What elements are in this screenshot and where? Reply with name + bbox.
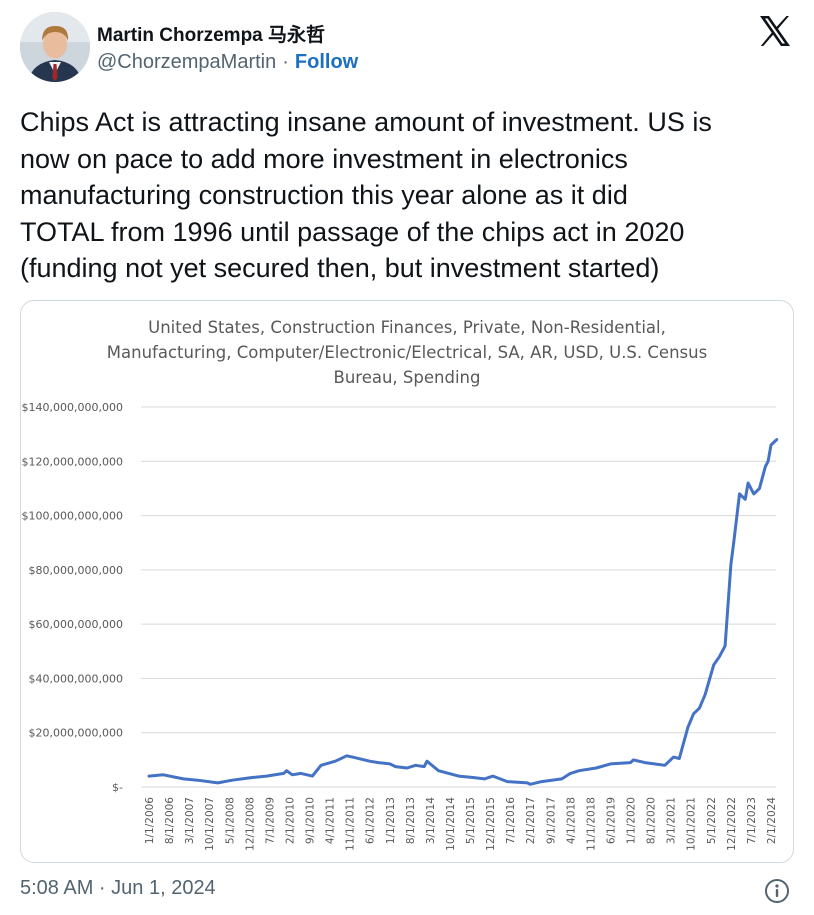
y-tick-label: $60,000,000,000 <box>29 618 123 631</box>
y-tick-label: $80,000,000,000 <box>29 564 123 577</box>
y-tick-label: $140,000,000,000 <box>22 401 123 414</box>
x-tick-label: 10/1/2014 <box>445 797 457 851</box>
follow-button[interactable]: Follow <box>294 51 359 73</box>
x-tick-label: 7/1/2023 <box>746 797 758 844</box>
timestamp[interactable]: 5:08 AM · Jun 1, 2024 <box>20 877 216 899</box>
x-tick-label: 12/1/2008 <box>244 797 256 851</box>
y-tick-label: $20,000,000,000 <box>29 727 123 740</box>
display-name[interactable]: Martin Chorzempa 马永哲 <box>97 25 326 46</box>
x-tick-label: 3/1/2021 <box>666 797 678 844</box>
x-tick-label: 2/1/2010 <box>284 797 296 844</box>
x-tick-label: 4/1/2018 <box>565 797 577 844</box>
x-tick-label: 5/1/2022 <box>706 797 718 844</box>
x-tick-label: 11/1/2011 <box>345 797 357 851</box>
series-line <box>147 438 779 786</box>
x-tick-label: 7/1/2009 <box>264 797 276 844</box>
x-tick-label: 6/1/2012 <box>365 797 377 844</box>
x-tick-label: 3/1/2014 <box>425 797 437 844</box>
y-tick-label: $40,000,000,000 <box>29 672 123 685</box>
y-tick-label: $120,000,000,000 <box>22 455 123 468</box>
x-tick-label: 2/1/2017 <box>525 797 537 844</box>
handle[interactable]: @ChorzempaMartin <box>97 51 277 73</box>
x-tick-label: 12/1/2022 <box>726 797 738 851</box>
avatar-photo <box>20 12 90 82</box>
chart-title: United States, Construction Finances, Pr… <box>106 318 708 387</box>
y-tick-label: $- <box>112 781 123 794</box>
chart-image-card[interactable]: United States, Construction Finances, Pr… <box>20 300 794 863</box>
x-tick-label: 12/1/2015 <box>485 797 497 851</box>
x-tick-label: 5/1/2008 <box>224 797 236 844</box>
handle-row: @ChorzempaMartin · Follow <box>97 51 358 74</box>
x-tick-label: 6/1/2019 <box>605 797 617 844</box>
x-tick-label: 1/1/2013 <box>385 797 397 844</box>
x-tick-label: 11/1/2018 <box>585 797 597 851</box>
x-tick-label: 10/1/2021 <box>686 797 698 851</box>
x-tick-label: 3/1/2007 <box>184 797 196 844</box>
x-tick-label: 2/1/2024 <box>766 797 778 844</box>
separator-dot: · <box>282 51 289 73</box>
x-tick-label: 1/1/2006 <box>144 797 156 844</box>
x-tick-label: 8/1/2020 <box>646 797 658 844</box>
x-logo-icon[interactable] <box>758 14 792 48</box>
x-tick-label: 9/1/2010 <box>305 797 317 844</box>
avatar[interactable] <box>20 12 90 82</box>
y-tick-label: $100,000,000,000 <box>22 510 123 523</box>
tweet-text: Chips Act is attracting insane amount of… <box>20 107 712 283</box>
x-tick-label: 8/1/2013 <box>405 797 417 844</box>
x-tick-label: 10/1/2007 <box>204 797 216 851</box>
x-tick-label: 9/1/2017 <box>545 797 557 844</box>
x-tick-label: 1/1/2020 <box>626 797 638 844</box>
x-tick-label: 7/1/2016 <box>505 797 517 844</box>
chart-canvas: $- $20,000,000,000 $40,000,000,000 $60,000,… <box>22 401 779 851</box>
x-tick-label: 5/1/2015 <box>465 797 477 844</box>
info-icon[interactable] <box>764 878 790 904</box>
x-tick-label: 4/1/2011 <box>325 797 337 844</box>
x-tick-label: 8/1/2006 <box>164 797 176 844</box>
